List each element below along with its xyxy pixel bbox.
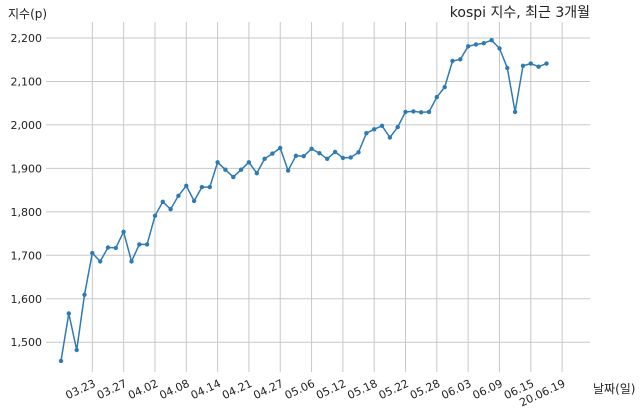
data-point — [215, 160, 220, 165]
data-point — [238, 167, 244, 172]
data-point — [98, 259, 103, 264]
x-tick-label: 05.06 — [283, 377, 317, 402]
data-point — [505, 65, 510, 71]
x-tick-label: 03.27 — [95, 377, 129, 402]
data-point — [544, 61, 549, 66]
y-tick-label: 2,100 — [11, 75, 43, 88]
x-axis-ticks: 03.2303.2704.0204.0804.1404.2104.2705.06… — [64, 377, 568, 409]
x-tick-label: 04.08 — [158, 377, 192, 402]
data-point — [481, 41, 486, 46]
data-point — [348, 155, 353, 160]
x-tick-label: 04.27 — [251, 377, 285, 402]
data-point — [168, 207, 173, 212]
data-point — [74, 347, 79, 353]
y-tick-label: 2,200 — [11, 32, 43, 45]
data-point — [528, 61, 533, 66]
chart-title: kospi 지수, 최근 3개월 — [450, 5, 590, 21]
y-axis-ticks: 1,500 1,600 1,700 1,800 1,900 2,000 2,100 2,200 — [11, 32, 43, 349]
data-point — [231, 174, 236, 180]
x-tick-label: 05.22 — [377, 377, 411, 402]
data-point — [285, 168, 291, 173]
data-point — [520, 63, 526, 68]
data-point — [199, 184, 205, 190]
data-point — [411, 109, 416, 114]
data-point — [301, 154, 306, 159]
data-point — [278, 145, 283, 151]
data-point — [379, 123, 385, 128]
series-layer — [58, 38, 549, 364]
data-point — [434, 94, 439, 100]
data-point — [512, 109, 518, 115]
data-point — [356, 150, 361, 155]
data-point — [309, 146, 314, 151]
data-point — [262, 156, 267, 161]
x-tick-label: 05.28 — [408, 377, 442, 402]
data-point — [90, 250, 95, 256]
x-tick-label: 04.14 — [189, 377, 223, 402]
y-tick-label: 1,800 — [11, 206, 43, 219]
data-point — [473, 42, 479, 47]
data-point — [144, 242, 150, 247]
data-point — [105, 245, 111, 250]
data-point — [489, 38, 494, 43]
x-tick-label: 05.12 — [314, 377, 348, 402]
data-point — [395, 124, 400, 130]
data-point — [458, 57, 463, 62]
data-point — [340, 155, 346, 161]
data-point — [191, 198, 197, 204]
data-point — [403, 109, 408, 115]
data-point — [332, 149, 338, 155]
data-point — [387, 135, 393, 140]
y-axis-label: 지수(p) — [8, 7, 47, 21]
x-tick-label: 06.09 — [471, 377, 505, 402]
data-point — [442, 84, 447, 90]
x-tick-label: 03.23 — [64, 377, 98, 402]
data-point — [270, 151, 275, 156]
data-point — [113, 245, 119, 251]
y-tick-label: 1,900 — [11, 162, 43, 175]
data-point — [152, 213, 158, 218]
data-point — [364, 131, 369, 136]
x-tick-label: 04.02 — [126, 377, 160, 402]
data-point — [426, 109, 432, 115]
x-tick-label: 05.18 — [345, 377, 379, 402]
data-point — [372, 127, 377, 132]
data-point — [176, 193, 181, 198]
data-point — [325, 156, 330, 161]
data-point — [254, 171, 259, 176]
data-point — [207, 184, 212, 190]
data-point — [82, 292, 87, 297]
data-point — [121, 229, 126, 234]
series-line — [60, 39, 547, 362]
data-point — [184, 183, 189, 188]
x-tick-label: 04.21 — [220, 377, 254, 402]
data-point — [246, 160, 252, 165]
data-point — [137, 242, 142, 247]
data-point — [223, 167, 228, 172]
data-point — [58, 358, 64, 364]
y-tick-label: 1,700 — [11, 249, 43, 262]
data-point — [129, 259, 134, 264]
y-tick-label: 1,500 — [11, 336, 43, 349]
data-point — [466, 44, 471, 49]
data-point — [66, 311, 72, 316]
x-axis-label: 날짜(일) — [593, 382, 635, 396]
y-tick-label: 1,600 — [11, 293, 43, 306]
y-tick-label: 2,000 — [11, 119, 43, 132]
data-point — [160, 199, 165, 204]
x-tick-label: 06.03 — [439, 377, 473, 402]
data-point — [497, 46, 502, 51]
grid — [46, 22, 590, 372]
data-point — [293, 153, 299, 158]
data-point — [450, 58, 455, 64]
data-point — [536, 64, 541, 69]
data-point — [317, 151, 322, 156]
data-point — [419, 110, 424, 115]
